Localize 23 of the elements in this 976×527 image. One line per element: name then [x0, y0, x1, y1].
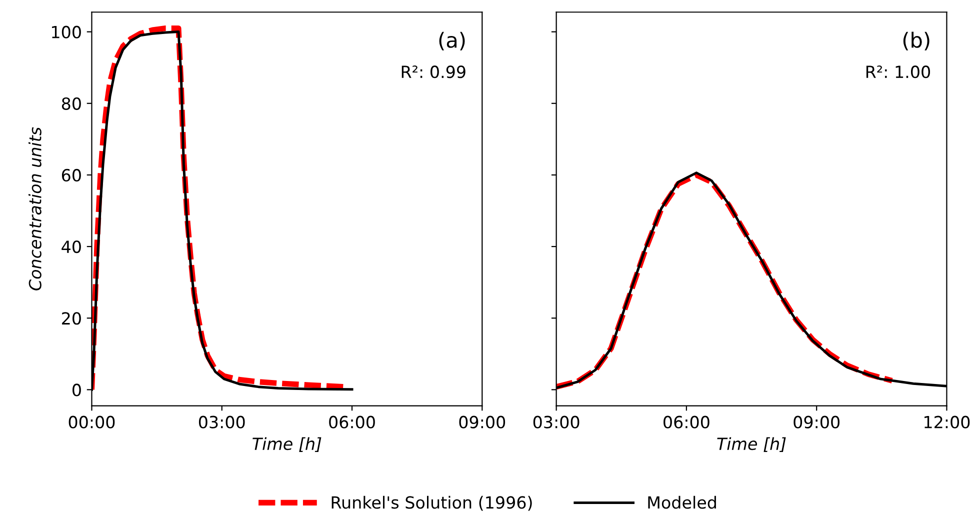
x-tick-label: 06:00	[329, 416, 375, 428]
annotation: (a)	[439, 32, 465, 50]
annotation: R²: 0.99	[402, 66, 466, 78]
x-tick-label: 03:00	[198, 416, 245, 428]
annotation: (b)	[903, 32, 930, 50]
x-tick-label: 00:00	[68, 416, 115, 428]
x-tick-label: 12:00	[924, 416, 970, 428]
y-tick-label: 80	[62, 97, 81, 110]
x-axis-title: Time [h]	[252, 437, 322, 452]
y-tick-label: 100	[52, 26, 81, 38]
legend-label: Modeled	[648, 496, 716, 509]
y-tick-label: 0	[72, 384, 81, 396]
x-tick-label: 03:00	[533, 416, 580, 428]
x-tick-label: 06:00	[664, 416, 710, 428]
legend-label: Runkel's Solution (1996)	[332, 496, 532, 511]
x-axis-title: Time [h]	[717, 437, 786, 452]
x-tick-label: 09:00	[794, 416, 840, 428]
x-tick-label: 09:00	[459, 416, 506, 428]
y-tick-label: 40	[62, 240, 81, 254]
y-tick-label: 60	[62, 168, 81, 182]
y-tick-label: 20	[62, 312, 81, 325]
annotation: R²: 1.00	[866, 66, 930, 78]
y-axis-title: Concentration units	[28, 127, 42, 290]
